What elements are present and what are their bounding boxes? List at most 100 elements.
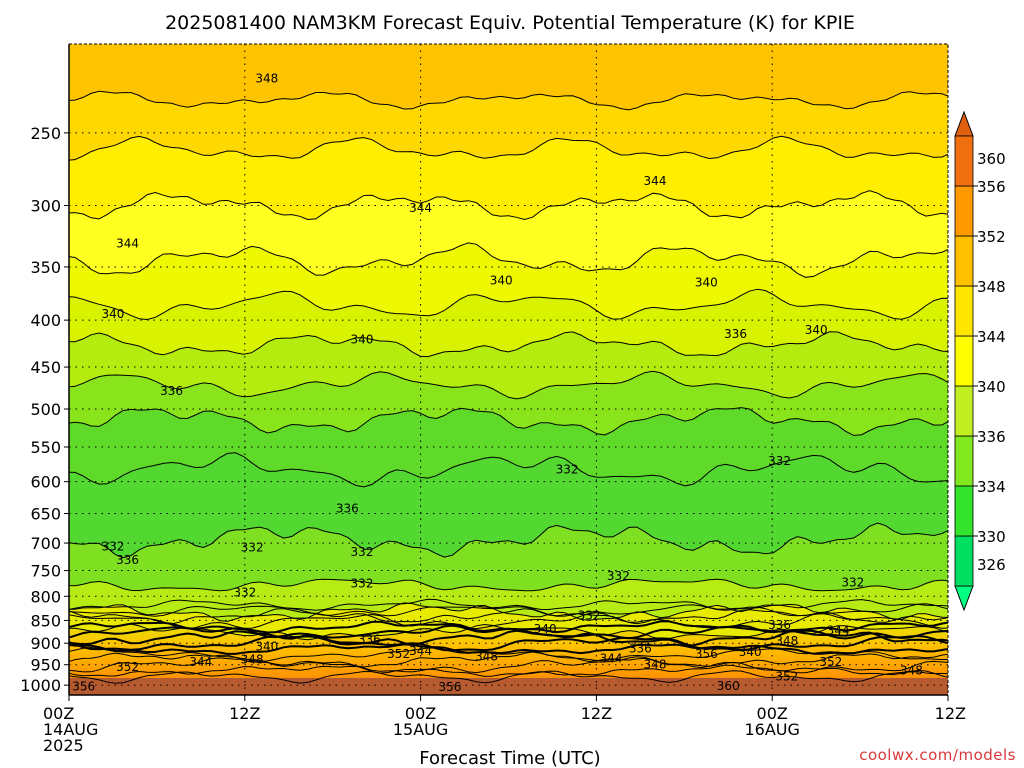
contour-label-text: 332 — [351, 545, 374, 559]
y-axis-ticks: 250 300 350 400 450 500 550 600 650 700 750 800 850 9… — [20, 124, 69, 695]
x-tick-label: 12Z — [229, 704, 260, 723]
contour-label: 348 — [775, 634, 798, 648]
contour-line — [69, 602, 948, 622]
contour-band — [69, 136, 948, 220]
x-tick-label: 00Z — [405, 704, 436, 723]
grid-lines — [69, 44, 948, 695]
contour-label-text: 344 — [600, 651, 623, 665]
contour-label: 336 — [629, 641, 652, 655]
contour-label-text: 332 — [233, 585, 256, 599]
x-tick-label: 00Z — [757, 704, 788, 723]
filled-contours — [69, 44, 948, 695]
contour-label: 356 — [438, 680, 461, 694]
contour-band — [69, 371, 948, 436]
contour-band — [69, 678, 948, 695]
contour-line — [69, 288, 948, 321]
contour-line — [69, 629, 948, 647]
contour-line — [69, 522, 948, 559]
contour-label-text: 336 — [336, 502, 359, 516]
contour-label: 352 — [116, 660, 139, 674]
contour-label-text: 332 — [556, 463, 579, 477]
contour-line — [69, 135, 948, 161]
contour-label-text: 332 — [607, 569, 630, 583]
colorbar-segment — [954, 535, 974, 587]
contour-line — [69, 331, 948, 358]
colorbar-label: 348 — [977, 278, 1006, 296]
contour-label-text: 360 — [717, 679, 740, 693]
contour-band — [69, 523, 948, 591]
contour-label-text: 344 — [189, 655, 212, 669]
contour-line — [69, 190, 948, 221]
contour-label: 352 — [775, 669, 798, 683]
contour-label: 332 — [351, 545, 374, 559]
contour-label: 344 — [644, 174, 667, 188]
contour-band — [69, 91, 948, 161]
contour-label: 332 — [233, 585, 256, 599]
contour-label-text: 332 — [768, 454, 791, 468]
contour-label: 340 — [351, 333, 374, 347]
y-tick-label: 500 — [30, 400, 61, 419]
x-tick-label: 12Z — [935, 704, 966, 723]
contour-line — [69, 624, 948, 640]
contour-label: 344 — [409, 644, 432, 658]
contour-label: 348 — [644, 658, 667, 672]
contour-label-text: 356 — [72, 679, 95, 693]
colorbar: 326 330 334 336 340 344 348 352 356 360 — [954, 110, 1006, 612]
contour-label: 356 — [695, 647, 718, 661]
y-tick-label: 600 — [30, 473, 61, 492]
contour-label: 340 — [101, 307, 124, 321]
contour-label-text: 344 — [116, 236, 139, 250]
contour-label: 352 — [819, 655, 842, 669]
colorbar-label: 352 — [977, 228, 1006, 246]
contour-label: 344 — [116, 236, 139, 250]
x-tick-label: 12Z — [581, 704, 612, 723]
contour-label: 340 — [490, 273, 513, 287]
contour-label: 336 — [116, 553, 139, 567]
contour-label-text: 340 — [695, 276, 718, 290]
contour-label-text: 352 — [819, 655, 842, 669]
contour-label-text: 336 — [724, 327, 747, 341]
contour-band — [69, 331, 948, 399]
contour-label: 348 — [241, 653, 264, 667]
y-tick-label: 250 — [30, 124, 61, 143]
contour-line — [69, 608, 948, 625]
contour-label-text: 332 — [241, 541, 264, 555]
y-tick-label: 950 — [30, 656, 61, 675]
contour-label: 332 — [578, 609, 601, 623]
x-tick-label: 15AUG — [393, 720, 448, 739]
contour-label-text: 332 — [578, 609, 601, 623]
y-tick-label: 700 — [30, 534, 61, 553]
contour-label-text: 348 — [900, 664, 923, 678]
contour-label-text: 348 — [475, 649, 498, 663]
credit-text: coolwx.com/models — [859, 746, 1016, 764]
y-tick-label: 400 — [30, 311, 61, 330]
contour-label: 344 — [409, 201, 432, 215]
contour-label-text: 340 — [534, 622, 557, 636]
contour-line — [69, 370, 948, 400]
contour-label: 348 — [255, 71, 278, 85]
y-tick-label: 300 — [30, 197, 61, 216]
contour-band — [69, 452, 948, 558]
contour-label-text: 348 — [241, 653, 264, 667]
y-tick-label: 350 — [30, 258, 61, 277]
contour-band — [69, 407, 948, 487]
contour-band — [69, 242, 948, 320]
contour-band — [69, 190, 948, 278]
contour-label: 332 — [101, 539, 124, 553]
y-tick-label: 1000 — [20, 676, 61, 695]
contour-label-text: 336 — [160, 384, 183, 398]
y-tick-label: 900 — [30, 634, 61, 653]
contour-line — [69, 242, 948, 278]
contour-label-text: 340 — [739, 645, 762, 659]
y-tick-label: 650 — [30, 505, 61, 524]
contour-label-text: 336 — [629, 641, 652, 655]
contour-label-text: 344 — [827, 624, 850, 638]
contour-line — [69, 612, 948, 630]
colorbar-segment — [954, 285, 974, 337]
contour-label-text: 340 — [805, 323, 828, 337]
x-axis-label: Forecast Time (UTC) — [419, 748, 600, 768]
contour-label-text: 336 — [768, 618, 791, 632]
colorbar-segment — [954, 485, 974, 537]
